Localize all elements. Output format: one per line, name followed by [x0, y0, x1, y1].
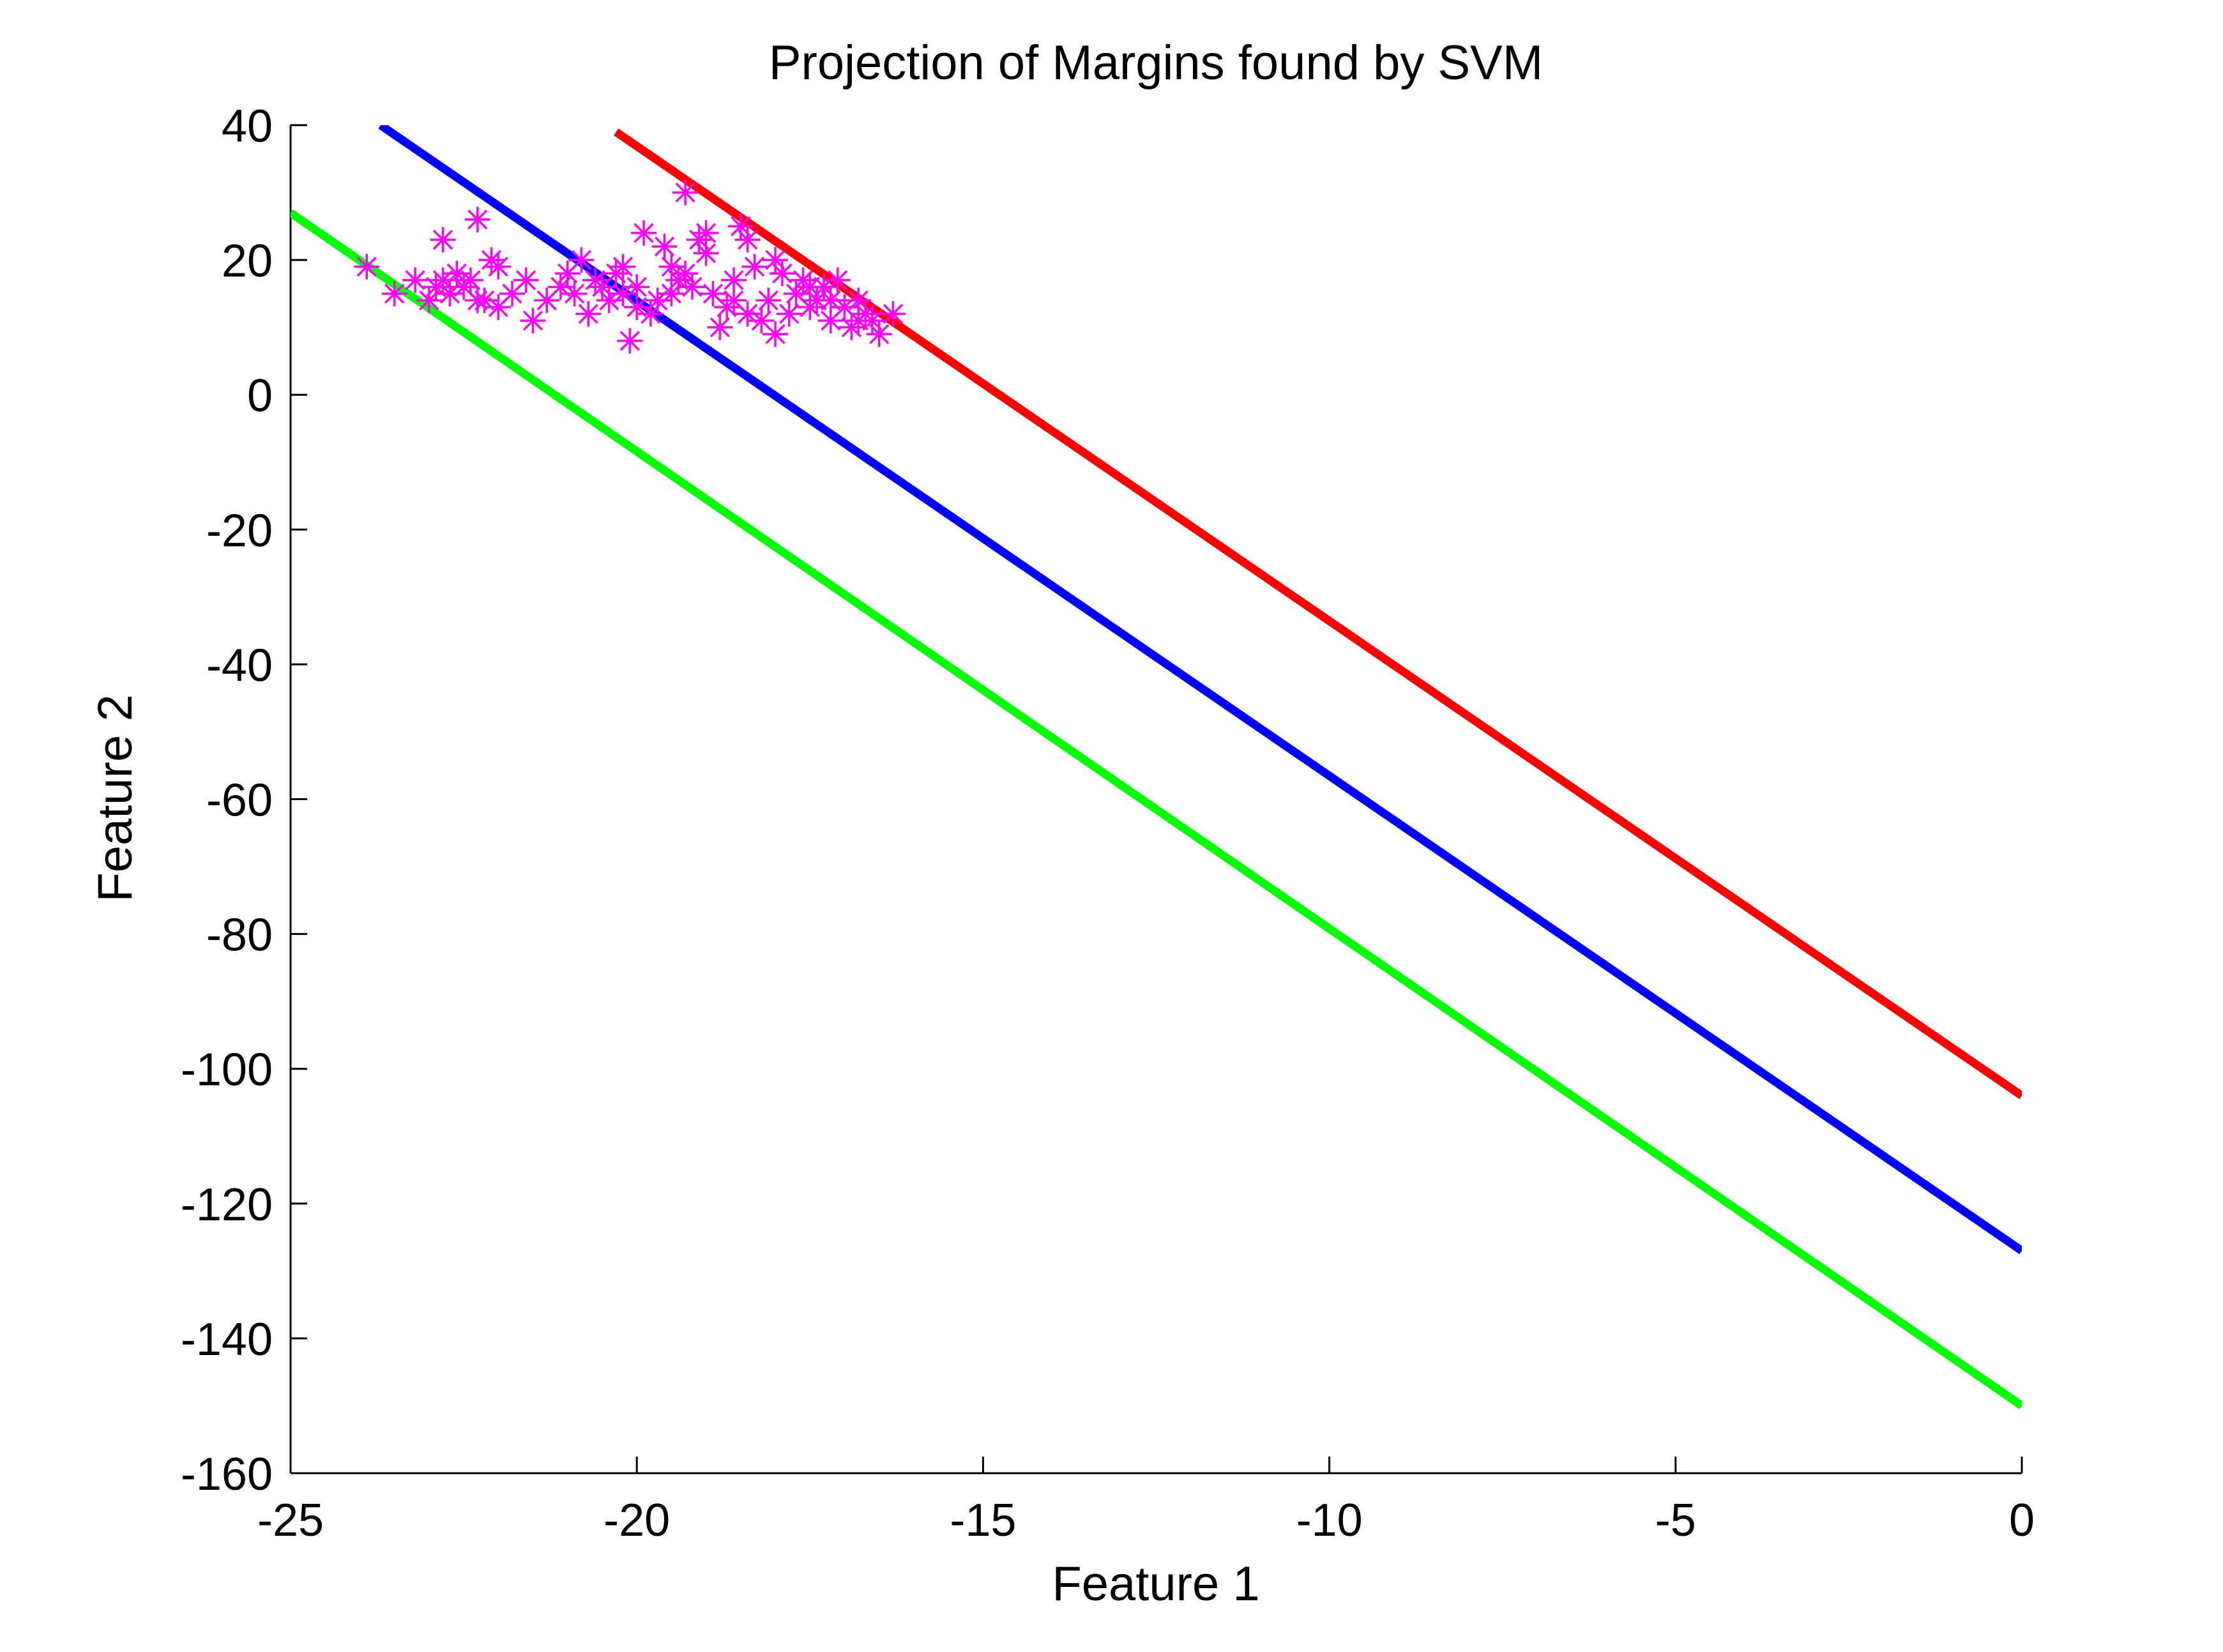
- x-tick-label: -5: [1655, 1495, 1696, 1546]
- scatter-point: [354, 254, 380, 280]
- y-tick-label: -100: [181, 1045, 273, 1096]
- y-tick-label: 0: [247, 370, 273, 421]
- scatter-points: [354, 179, 906, 354]
- x-tick-label: -15: [950, 1495, 1016, 1546]
- y-tick-label: -120: [181, 1179, 273, 1231]
- scatter-point: [457, 267, 483, 293]
- scatter-point: [721, 267, 747, 293]
- scatter-point: [520, 308, 546, 334]
- scatter-point: [797, 274, 823, 300]
- scatter-point: [624, 274, 650, 300]
- scatter-point: [513, 267, 539, 293]
- scatter-point: [748, 308, 775, 334]
- green-margin-line: [291, 209, 2022, 1409]
- chart-title: Projection of Margins found by SVM: [769, 36, 1543, 90]
- scatter-point: [499, 280, 526, 307]
- scatter-point: [610, 254, 636, 280]
- plot-area: [289, 125, 2022, 1474]
- scatter-point: [554, 261, 580, 287]
- y-tick-label: -140: [181, 1314, 273, 1365]
- scatter-point: [866, 321, 892, 347]
- scatter-point: [810, 274, 837, 300]
- scatter-point: [610, 280, 636, 307]
- y-tick-label: -40: [206, 640, 273, 691]
- scatter-point: [846, 308, 872, 334]
- scatter-point: [658, 280, 685, 307]
- scatter-point: [437, 280, 463, 307]
- scatter-point: [464, 287, 490, 314]
- scatter-point: [589, 274, 615, 300]
- scatter-point: [859, 308, 885, 334]
- scatter-point: [734, 227, 761, 253]
- scatter-point: [846, 287, 872, 314]
- red-margin-line: [614, 128, 2022, 1100]
- scatter-point: [700, 280, 726, 307]
- scatter-point: [721, 287, 747, 314]
- scatter-point: [741, 254, 768, 280]
- scatter-point: [727, 213, 754, 239]
- scatter-point: [464, 206, 490, 232]
- scatter-point: [817, 287, 844, 314]
- scatter-point: [561, 280, 588, 307]
- scatter-point: [575, 301, 602, 327]
- y-tick-label: -60: [206, 775, 273, 826]
- scatter-point: [624, 294, 650, 320]
- scatter-point: [637, 301, 664, 327]
- x-tick-label: 0: [2009, 1495, 2035, 1546]
- y-tick-label: 40: [222, 101, 273, 152]
- scatter-point: [755, 287, 782, 314]
- series-layer: [291, 125, 2022, 1409]
- x-tick-label: -20: [603, 1495, 670, 1546]
- scatter-point: [416, 287, 442, 314]
- scatter-point: [776, 301, 802, 327]
- blue-separating-line: [378, 125, 2022, 1255]
- scatter-point: [568, 247, 595, 273]
- scatter-point: [534, 287, 560, 314]
- scatter-point: [617, 328, 643, 354]
- scatter-point: [762, 321, 789, 347]
- y-tick-label: -80: [206, 910, 273, 961]
- scatter-point: [831, 294, 858, 320]
- scatter-point: [596, 287, 622, 314]
- scatter-point: [672, 179, 699, 206]
- scatter-point: [430, 227, 456, 253]
- scatter-point: [485, 254, 512, 280]
- y-tick-label: 20: [222, 236, 273, 287]
- x-tick-label: -10: [1296, 1495, 1363, 1546]
- scatter-point: [824, 267, 851, 293]
- scatter-point: [817, 308, 844, 334]
- scatter-point: [693, 220, 719, 246]
- y-axis-label: Feature 2: [88, 694, 142, 902]
- scatter-point: [783, 280, 809, 307]
- scatter-point: [658, 254, 685, 280]
- axes-layer: -25 -20 -15 -10 -5 0 40 20 0 -20 -40 -60 -80 -100 -120…: [181, 101, 2035, 1546]
- scatter-point: [769, 261, 795, 287]
- scatter-point: [644, 287, 671, 314]
- scatter-point: [679, 274, 705, 300]
- scatter-point: [631, 220, 657, 246]
- scatter-point: [444, 261, 470, 287]
- x-axis-label: Feature 1: [1052, 1557, 1259, 1611]
- scatter-point: [804, 287, 830, 314]
- scatter-point: [693, 240, 719, 266]
- scatter-point: [880, 301, 906, 327]
- scatter-point: [402, 267, 429, 293]
- scatter-point: [381, 280, 407, 307]
- x-tick-label: -25: [257, 1495, 324, 1546]
- scatter-point: [762, 247, 789, 273]
- scatter-point: [651, 233, 678, 259]
- y-tick-label: -20: [206, 505, 273, 556]
- scatter-point: [485, 294, 512, 320]
- scatter-point: [707, 314, 733, 340]
- y-tick-label: -160: [181, 1449, 273, 1500]
- scatter-point: [734, 301, 761, 327]
- scatter-point: [430, 267, 456, 293]
- scatter-point: [547, 274, 573, 300]
- scatter-point: [672, 261, 699, 287]
